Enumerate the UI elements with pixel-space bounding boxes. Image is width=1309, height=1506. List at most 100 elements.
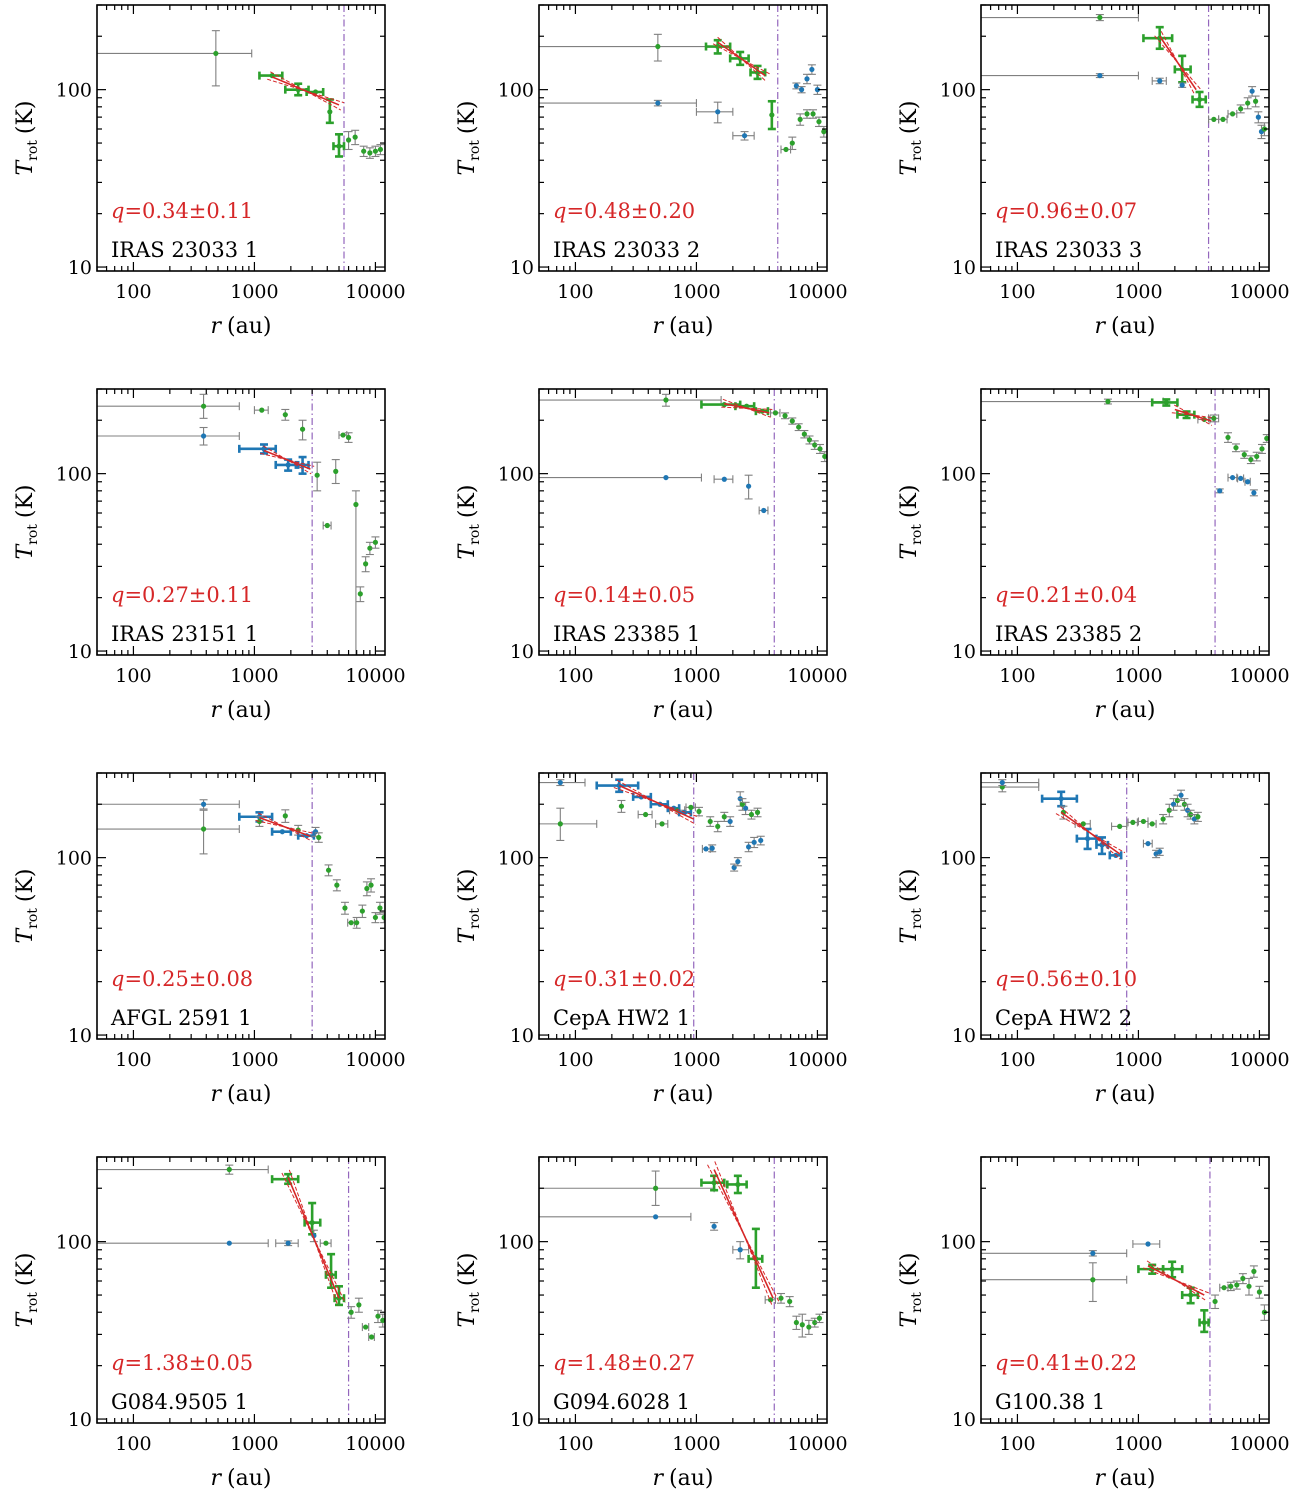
data-point [97,809,240,855]
q-annotation: q=0.14±0.05 [553,583,695,607]
data-point [813,84,822,95]
panel-6: 100 1000 10000 10 100 r (au) Trot (K) q=0.25±0.08… [13,772,406,1107]
point-marker [1241,452,1247,458]
q-symbol: q [553,583,566,607]
y-axis-unit: (K) [897,868,922,902]
x-axis-label: r (au) [211,1082,272,1107]
x-tick-label: 100 [115,281,151,303]
axes-frame [980,388,1270,656]
data-area [981,773,1202,1039]
data-point [1142,839,1153,848]
x-axis-var: r [211,314,223,339]
y-axis-label: Trot (K) [897,484,925,559]
data-point [344,432,353,443]
x-tick-label: 10000 [787,1433,847,1455]
data-point [1193,811,1202,822]
point-marker [1149,821,1155,827]
q-symbol: q [995,1351,1008,1375]
point-marker [226,1240,232,1246]
data-point [810,440,819,450]
data-point [1075,827,1098,851]
point-marker [817,446,823,452]
y-tick-label: 100 [56,464,92,486]
point-marker [1196,96,1203,103]
y-axis-var: T [455,927,480,944]
x-axis-label: r (au) [211,698,272,723]
point-marker [1157,849,1163,855]
point-marker [789,418,795,424]
q-annotation: q=0.27±0.11 [111,583,253,607]
point-marker [1233,445,1239,451]
data-point [539,473,702,482]
point-marker [316,834,322,841]
data-point [732,131,755,141]
q-value: =0.34±0.11 [124,199,253,223]
data-point [820,451,827,463]
data-point [1218,115,1228,124]
point-marker [821,129,827,135]
panel-5: 100 1000 10000 10 100 r (au) Trot (K) q=0.21±0.04… [897,388,1290,723]
y-axis-label: Trot (K) [455,1252,483,1327]
y-tick-label: 100 [56,1232,92,1254]
point-marker [1251,490,1257,496]
point-marker [1221,1285,1227,1291]
q-annotation: q=1.48±0.27 [553,1351,695,1375]
source-label: CepA HW2 2 [995,1006,1132,1030]
point-marker [1140,818,1147,825]
data-point [313,461,322,492]
x-tick-label: 10000 [1229,665,1289,687]
data-point [1137,817,1149,826]
x-axis-var: r [653,314,665,339]
fit-line [259,816,311,838]
point-marker [787,1298,793,1305]
y-axis-label: Trot (K) [13,100,41,175]
y-axis-sub: rot [909,1292,925,1313]
x-tick-label: 10000 [1229,1433,1289,1455]
data-point [1142,25,1174,51]
data-point [756,835,765,846]
data-point [770,408,781,417]
point-marker [1170,801,1177,807]
data-point [270,827,293,836]
point-marker [814,87,821,93]
point-marker [798,87,805,93]
source-label: CepA HW2 1 [553,1006,690,1030]
axes-frame [980,1156,1270,1424]
point-marker [1264,435,1269,442]
point-marker [663,474,669,481]
fit-line [713,1169,774,1299]
point-marker [804,76,810,82]
fit-line [271,76,340,106]
point-marker [324,522,330,529]
x-tick-label: 1000 [672,1049,720,1071]
x-axis-unit: (au) [227,314,271,339]
point-marker [381,914,385,921]
y-axis-unit: (K) [897,1252,922,1286]
point-marker [769,112,775,118]
point-marker [200,433,207,439]
data-point [1262,434,1269,443]
data-point [380,912,385,924]
fit-line [1147,1265,1205,1296]
x-axis-label: r (au) [653,1082,714,1107]
q-annotation: q=0.56±0.10 [995,967,1137,991]
point-marker [354,920,360,926]
data-point [1249,489,1258,497]
data-point [1244,477,1251,486]
point-marker [1234,1282,1240,1288]
q-annotation: q=0.34±0.11 [111,199,253,223]
point-marker [772,410,779,416]
point-marker [809,66,815,73]
point-marker [1253,98,1259,104]
data-point [331,459,340,485]
point-marker [279,829,285,835]
y-axis-sub: rot [467,1292,483,1313]
y-axis-unit: (K) [455,484,480,518]
point-marker [314,472,320,478]
y-tick-label: 100 [940,848,976,870]
point-marker [259,407,265,413]
data-point [694,806,703,817]
y-tick-label: 100 [498,1232,534,1254]
point-marker [1163,399,1169,406]
x-axis-label: r (au) [653,698,714,723]
